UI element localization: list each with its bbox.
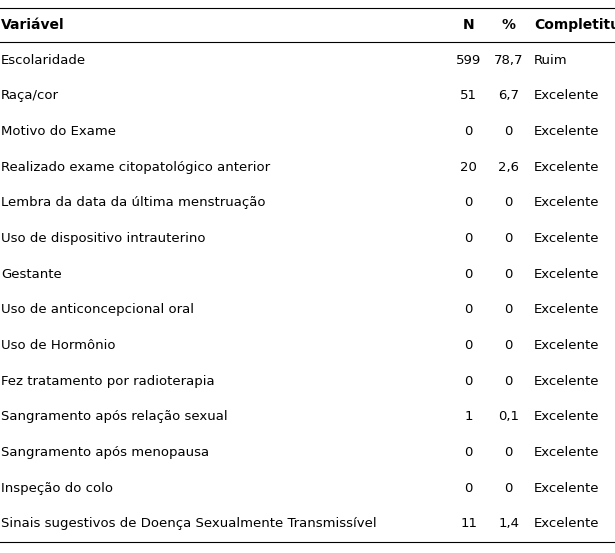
Text: 6,7: 6,7 [498,89,519,102]
Text: Lembra da data da última menstruação: Lembra da data da última menstruação [1,196,266,209]
Text: Raça/cor: Raça/cor [1,89,59,102]
Text: Excelente: Excelente [534,339,600,352]
Text: 78,7: 78,7 [494,54,523,66]
Text: 0: 0 [504,125,513,138]
Text: 0: 0 [504,446,513,459]
Text: Excelente: Excelente [534,89,600,102]
Text: Motivo do Exame: Motivo do Exame [1,125,116,138]
Text: 0: 0 [504,268,513,280]
Text: Excelente: Excelente [534,196,600,209]
Text: 1: 1 [464,410,473,423]
Text: Realizado exame citopatológico anterior: Realizado exame citopatológico anterior [1,160,271,174]
Text: 0: 0 [464,374,473,388]
Text: Gestante: Gestante [1,268,62,280]
Text: Fez tratamento por radioterapia: Fez tratamento por radioterapia [1,374,215,388]
Text: Ruim: Ruim [534,54,568,66]
Text: Escolaridade: Escolaridade [1,54,86,66]
Text: Excelente: Excelente [534,268,600,280]
Text: 0: 0 [464,196,473,209]
Text: Inspeção do colo: Inspeção do colo [1,482,113,494]
Text: Uso de dispositivo intrauterino: Uso de dispositivo intrauterino [1,232,206,245]
Text: 0: 0 [464,446,473,459]
Text: 0: 0 [464,268,473,280]
Text: Excelente: Excelente [534,125,600,138]
Text: N: N [463,18,474,32]
Text: 11: 11 [460,518,477,530]
Text: 0: 0 [504,303,513,316]
Text: Excelente: Excelente [534,518,600,530]
Text: 1,4: 1,4 [498,518,519,530]
Text: 0: 0 [464,125,473,138]
Text: Uso de Hormônio: Uso de Hormônio [1,339,116,352]
Text: Sinais sugestivos de Doença Sexualmente Transmissível: Sinais sugestivos de Doença Sexualmente … [1,518,377,530]
Text: 0: 0 [464,303,473,316]
Text: Excelente: Excelente [534,374,600,388]
Text: Excelente: Excelente [534,410,600,423]
Text: 0: 0 [504,482,513,494]
Text: Excelente: Excelente [534,303,600,316]
Text: Completitude: Completitude [534,18,615,32]
Text: Excelente: Excelente [534,160,600,174]
Text: 0: 0 [504,374,513,388]
Text: 0: 0 [464,482,473,494]
Text: Sangramento após relação sexual: Sangramento após relação sexual [1,410,228,423]
Text: 599: 599 [456,54,482,66]
Text: Excelente: Excelente [534,482,600,494]
Text: Uso de anticoncepcional oral: Uso de anticoncepcional oral [1,303,194,316]
Text: %: % [502,18,515,32]
Text: Variável: Variável [1,18,65,32]
Text: 0: 0 [464,339,473,352]
Text: Excelente: Excelente [534,446,600,459]
Text: 0: 0 [504,339,513,352]
Text: Sangramento após menopausa: Sangramento após menopausa [1,446,209,459]
Text: 0: 0 [504,232,513,245]
Text: Excelente: Excelente [534,232,600,245]
Text: 2,6: 2,6 [498,160,519,174]
Text: 0: 0 [464,232,473,245]
Text: 51: 51 [460,89,477,102]
Text: 20: 20 [460,160,477,174]
Text: 0,1: 0,1 [498,410,519,423]
Text: 0: 0 [504,196,513,209]
